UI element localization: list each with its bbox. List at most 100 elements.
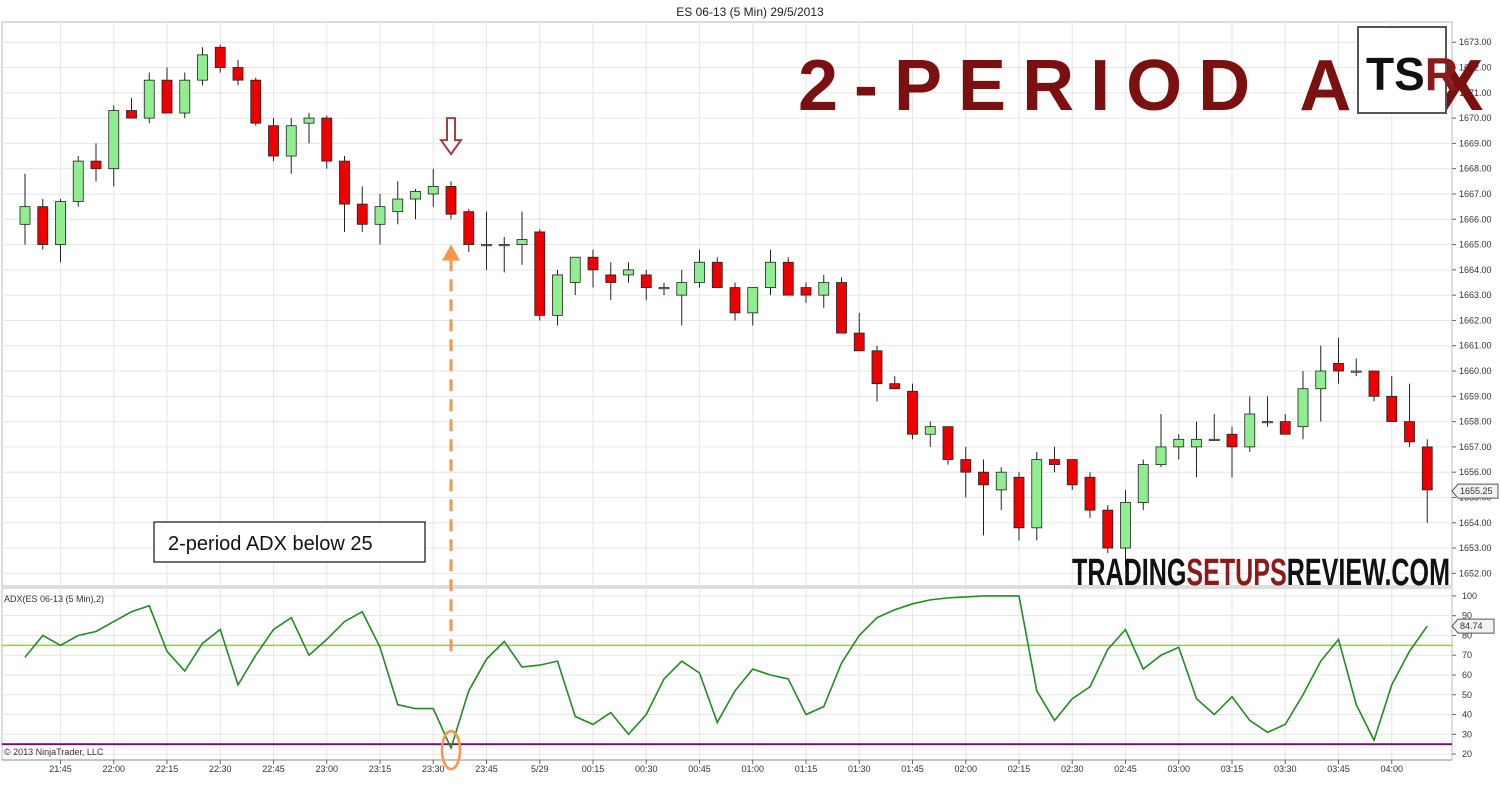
candle	[481, 211, 492, 270]
candle	[942, 426, 954, 465]
x-tick-label: 01:45	[901, 764, 924, 774]
candle-body-up	[516, 239, 528, 245]
candle	[640, 269, 652, 301]
price-grid	[2, 22, 1452, 586]
candle	[516, 211, 528, 265]
price-tick-label: 1657.00	[1459, 442, 1492, 452]
brand-part-1: TRADING	[1072, 552, 1186, 594]
candle-body-up	[924, 426, 936, 435]
x-tick-label: 23:15	[369, 764, 392, 774]
candle	[285, 118, 297, 174]
x-tick-label: 22:30	[209, 764, 232, 774]
candle-body-down	[37, 206, 49, 245]
candle	[1120, 489, 1131, 566]
candle	[1333, 338, 1344, 384]
candle-body-down	[1066, 459, 1078, 486]
candle	[800, 282, 812, 303]
price-tick-label: 1668.00	[1459, 164, 1492, 174]
candle	[1102, 505, 1114, 554]
last-price-label: 1655.25	[1460, 486, 1493, 496]
x-tick-label: 00:45	[688, 764, 711, 774]
candle-body-up	[1031, 459, 1043, 529]
candle-body-up	[179, 79, 191, 114]
candle-body-up	[676, 282, 688, 296]
x-tick-label: 01:15	[795, 764, 818, 774]
x-tick-label: 03:15	[1221, 764, 1244, 774]
candle-body-up	[392, 198, 404, 213]
candle	[90, 143, 102, 182]
candle	[871, 345, 883, 402]
candle-body-up	[19, 206, 31, 225]
candle-body-up	[1315, 370, 1327, 390]
adx-tick-label: 50	[1462, 690, 1472, 700]
x-tick-label: 02:15	[1008, 764, 1031, 774]
candle-body-up	[197, 54, 208, 81]
time-x-axis: 21:45 22:00 22:15 22:30 22:45 23:00 23:15 23:30…	[2, 759, 1452, 774]
candle	[569, 256, 581, 296]
price-tick-label: 1656.00	[1459, 467, 1492, 477]
candle-body-down	[214, 46, 226, 68]
x-tick-label: 5/29	[531, 764, 549, 774]
candle	[1262, 396, 1273, 427]
candle-body-up	[1191, 438, 1202, 448]
candle-body-down	[232, 67, 244, 81]
candle-body-up	[747, 287, 759, 314]
candle-body-down	[1084, 476, 1096, 511]
last-price-tag	[1451, 483, 1499, 499]
candle	[623, 262, 634, 283]
candle	[1208, 414, 1220, 441]
candle	[250, 77, 262, 126]
candle-body-down	[126, 110, 137, 119]
candle-body-up	[1137, 464, 1149, 503]
price-tick-label: 1653.00	[1459, 543, 1492, 553]
candle-body-up	[694, 261, 705, 283]
candle	[214, 44, 226, 73]
x-tick-label: 00:15	[582, 764, 605, 774]
price-tick-label: 1663.00	[1459, 290, 1492, 300]
price-tick-label: 1658.00	[1459, 417, 1492, 427]
candle	[410, 188, 421, 220]
candle-body-down	[463, 211, 475, 245]
logo-text-right: R	[1425, 48, 1458, 100]
candle-body-down	[587, 256, 599, 271]
candle-body-down	[1279, 421, 1291, 435]
candle	[19, 173, 31, 245]
candle-body-up	[1208, 438, 1220, 441]
x-tick-label: 22:45	[262, 764, 285, 774]
last-adx-tag	[1451, 618, 1495, 634]
candle	[711, 257, 723, 288]
price-y-axis: 1652.001653.001654.001655.001656.001657.…	[1451, 37, 1499, 578]
candle-body-up	[658, 287, 670, 290]
candle-body-down	[1404, 421, 1415, 443]
candle-body-up	[623, 269, 634, 276]
price-tick-label: 1660.00	[1459, 366, 1492, 376]
logo-text-left: TS	[1366, 48, 1425, 100]
x-tick-label: 23:00	[315, 764, 338, 774]
x-tick-label: 02:45	[1114, 764, 1137, 774]
candle-body-up	[481, 244, 492, 247]
candle-body-up	[72, 160, 84, 202]
candle-body-up	[1120, 502, 1131, 549]
brand-part-2: SETUPS	[1186, 552, 1286, 594]
candle-body-up	[1350, 370, 1362, 373]
x-tick-label: 01:00	[741, 764, 764, 774]
price-tick-label: 1665.00	[1459, 240, 1492, 250]
x-tick-label: 22:15	[156, 764, 179, 774]
svg-text:TSR: TSR	[1366, 48, 1458, 100]
candle	[960, 446, 972, 498]
price-tick-label: 1670.00	[1459, 113, 1492, 123]
candle-body-down	[942, 426, 954, 460]
candle-body-down	[605, 274, 617, 283]
candle	[1137, 459, 1149, 511]
adx-tick-label: 60	[1462, 670, 1472, 680]
candle	[1155, 414, 1167, 468]
x-tick-label: 03:00	[1167, 764, 1190, 774]
adx-grid	[2, 588, 1452, 760]
indicator-label: ADX(ES 06-13 (5 Min),2)	[4, 594, 104, 604]
candle	[534, 229, 546, 321]
candle-body-up	[303, 117, 315, 124]
candle-body-down	[1049, 459, 1060, 466]
candle-body-down	[640, 274, 652, 288]
candle	[427, 168, 439, 207]
tsr-logo: TSR	[1357, 26, 1458, 114]
